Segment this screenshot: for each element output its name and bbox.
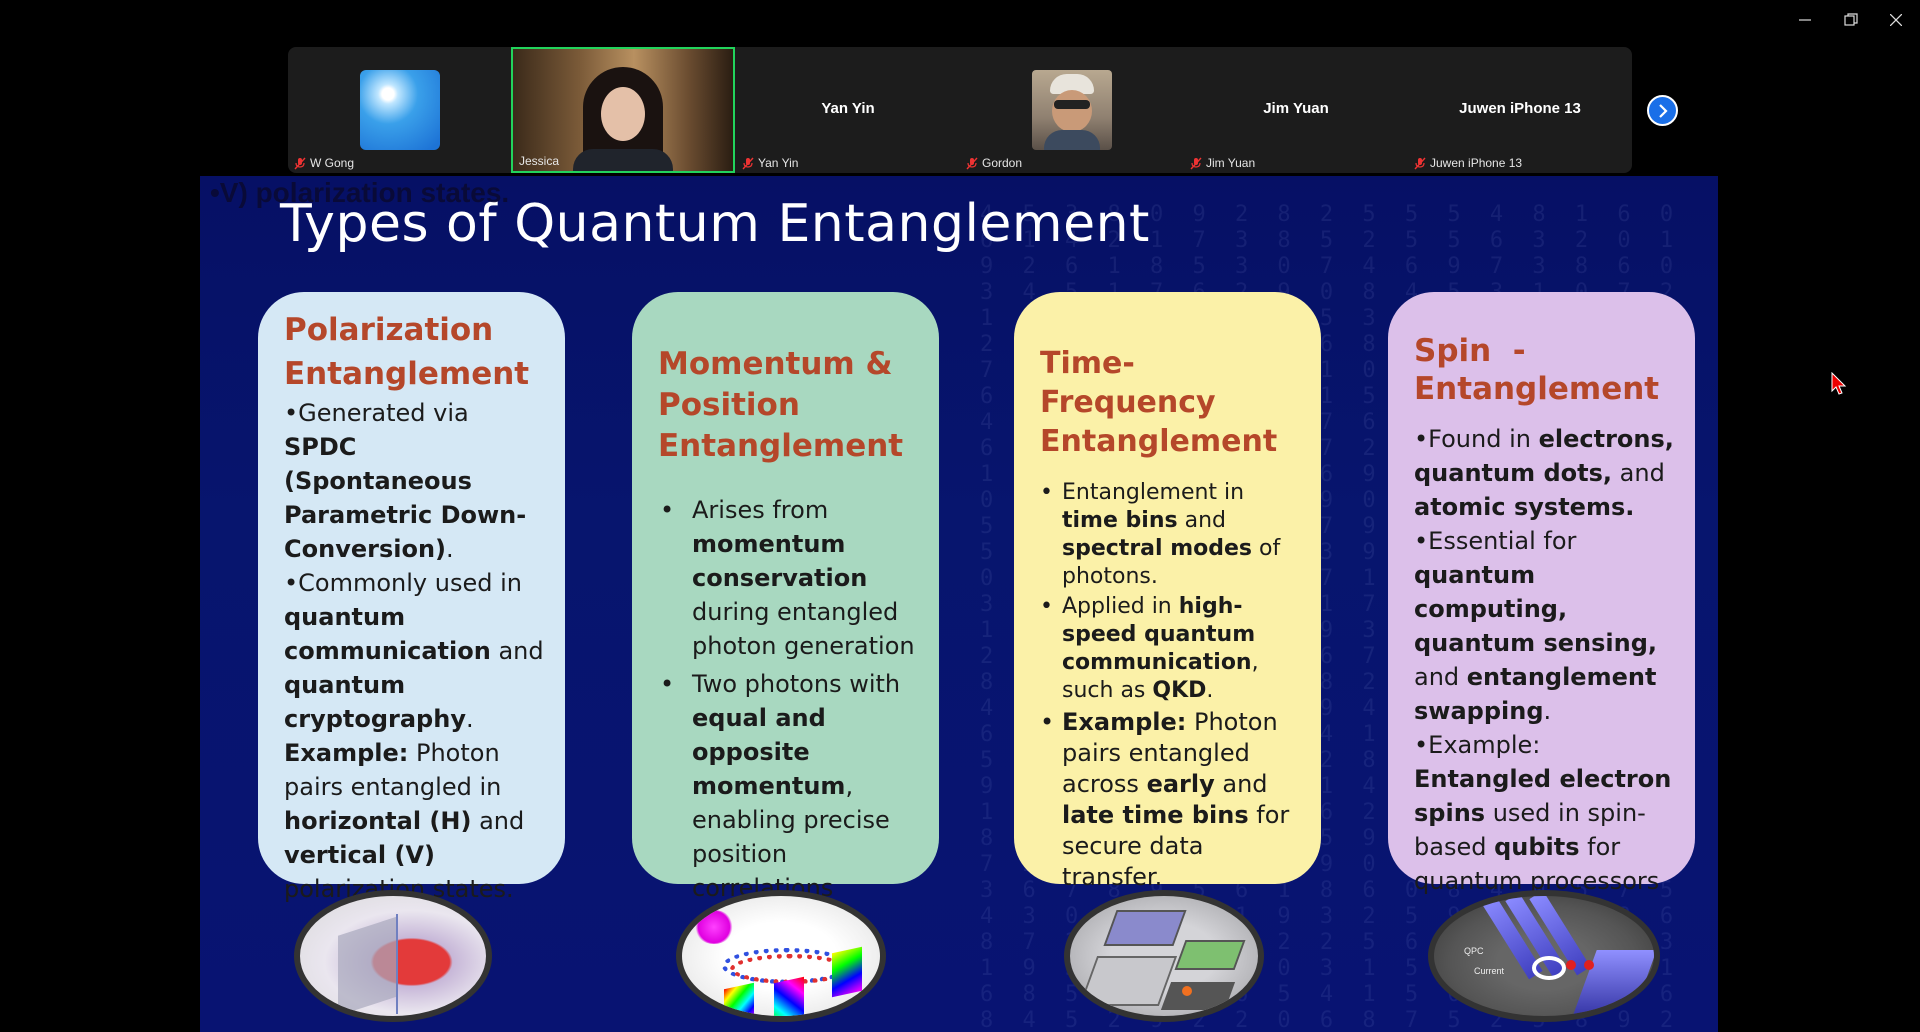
participant-tile[interactable]: W Gong [288,47,512,173]
participant-name: W Gong [310,156,355,170]
slide-title: Types of Quantum Entanglement [280,194,1150,254]
close-button[interactable] [1876,6,1916,34]
participant-name: Jim Yuan [1206,156,1256,170]
participant-label: Yan Yin [742,156,798,170]
participant-label: Jessica [519,154,559,168]
polarization-illustration [294,890,492,1022]
card-body: •Found in electrons, quantum dots, and a… [1414,425,1674,895]
card-heading: Time-Frequency Entanglement [1040,346,1278,459]
card-polarization: Polarization Entanglement •Generated via… [258,292,565,903]
participant-name: Jessica [519,154,560,168]
close-icon [1890,14,1902,26]
participant-display-name: Juwen iPhone 13 [1459,100,1581,117]
list-item: Two photons with equal and opposite mome… [658,667,921,905]
muted-mic-icon [742,157,754,169]
list-item: Example: Photon pairs entangled across e… [1040,707,1303,893]
restore-button[interactable] [1831,6,1871,34]
participant-tile[interactable]: Jim Yuan Jim Yuan [1184,47,1408,173]
participant-name: Juwen iPhone 13 [1430,156,1523,170]
minimize-icon [1799,19,1811,21]
participant-label: Gordon [966,156,1022,170]
participant-tile[interactable]: Gordon [960,47,1184,173]
minimize-button[interactable] [1785,6,1825,34]
person-shirt [573,149,673,171]
participant-name: Gordon [982,156,1023,170]
participant-photo [1032,70,1112,150]
muted-mic-icon [1190,157,1202,169]
participant-label: Jim Yuan [1190,156,1255,170]
chevron-right-icon [1658,103,1668,118]
muted-mic-icon [966,157,978,169]
participant-display-name: Yan Yin [821,100,875,117]
participant-tile[interactable]: Yan Yin Yan Yin [736,47,960,173]
time-frequency-illustration [1064,890,1264,1022]
list-item: Applied in high-speed quantum communicat… [1040,593,1303,705]
participant-tile-active[interactable]: Jessica [511,47,735,173]
list-item: Arises from momentum conservation during… [658,493,921,663]
card-momentum: Momentum & Position Entanglement Arises … [632,292,939,902]
card-heading: Momentum & Position Entanglement [658,346,904,464]
participant-video [360,70,440,150]
card-heading: Spin - Entanglement [1414,333,1660,407]
card-bullets: Arises from momentum conservation during… [658,493,921,905]
person-face [601,87,645,141]
card-spin: Spin - Entanglement •Found in electrons,… [1388,292,1695,895]
card-heading: Polarization Entanglement [284,312,530,392]
muted-mic-icon [294,157,306,169]
participant-tile[interactable]: Juwen iPhone 13 Juwen iPhone 13 [1408,47,1632,173]
participant-label: W Gong [294,156,354,170]
card-bullets: Entanglement in time bins and spectral m… [1040,479,1303,893]
momentum-illustration [676,890,886,1022]
mouse-cursor-icon [1831,372,1847,395]
spin-illustration: QPC Current [1428,890,1660,1022]
card-body: •Generated via SPDC (Spontaneous Paramet… [284,399,544,903]
next-participants-button[interactable] [1647,95,1678,126]
participant-strip: W Gong Jessica Yan Yin Yan Yin Gordon [288,47,1632,173]
ghost-slide-text: •V) polarization states. [210,177,510,208]
restore-icon [1844,13,1858,26]
list-item: Entanglement in time bins and spectral m… [1040,479,1303,591]
participant-name: Yan Yin [758,156,799,170]
shared-slide: 4 5 3 8 0 9 2 8 2 5 5 5 4 8 1 6 0 6 1 4 … [200,176,1718,1032]
participant-display-name: Jim Yuan [1263,100,1329,117]
card-time-frequency: Time-Frequency Entanglement Entanglement… [1014,292,1321,891]
participant-label: Juwen iPhone 13 [1414,156,1522,170]
muted-mic-icon [1414,157,1426,169]
